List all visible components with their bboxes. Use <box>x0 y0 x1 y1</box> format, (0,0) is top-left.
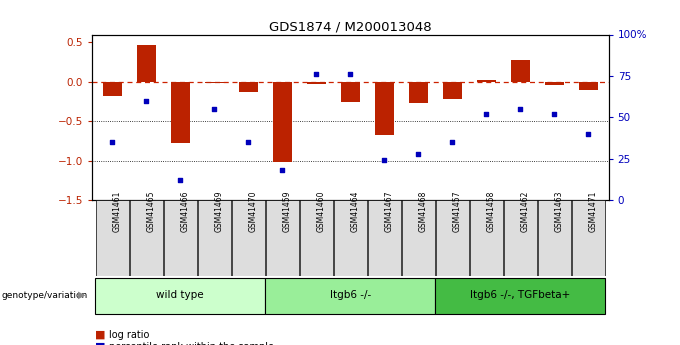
Text: GSM41458: GSM41458 <box>486 191 495 232</box>
FancyBboxPatch shape <box>504 200 537 276</box>
Text: percentile rank within the sample: percentile rank within the sample <box>109 342 274 345</box>
Text: ▶: ▶ <box>78 290 86 300</box>
Bar <box>477 80 496 82</box>
Text: GSM41460: GSM41460 <box>316 191 325 232</box>
Text: GSM41469: GSM41469 <box>214 191 223 232</box>
Text: GSM41457: GSM41457 <box>452 191 461 232</box>
Point <box>413 151 424 157</box>
FancyBboxPatch shape <box>436 200 469 276</box>
Text: GSM41464: GSM41464 <box>350 191 359 232</box>
Bar <box>545 82 564 85</box>
FancyBboxPatch shape <box>300 200 333 276</box>
FancyBboxPatch shape <box>96 200 129 276</box>
Text: GSM41467: GSM41467 <box>384 191 393 232</box>
Bar <box>409 82 428 103</box>
FancyBboxPatch shape <box>334 200 367 276</box>
FancyBboxPatch shape <box>164 200 197 276</box>
Text: GSM41471: GSM41471 <box>588 191 597 232</box>
Point <box>515 106 526 112</box>
Point <box>277 168 288 173</box>
FancyBboxPatch shape <box>95 278 265 314</box>
Text: Itgb6 -/-: Itgb6 -/- <box>330 290 371 300</box>
Text: wild type: wild type <box>156 290 204 300</box>
FancyBboxPatch shape <box>130 200 163 276</box>
Text: ■: ■ <box>95 330 105 339</box>
Bar <box>375 82 394 135</box>
Bar <box>205 82 224 83</box>
Point <box>345 71 356 77</box>
Text: GSM41459: GSM41459 <box>282 191 291 232</box>
Point <box>209 106 220 112</box>
Bar <box>341 82 360 101</box>
Bar <box>171 82 190 143</box>
FancyBboxPatch shape <box>368 200 401 276</box>
Point <box>243 139 254 145</box>
Bar <box>273 82 292 162</box>
Text: GSM41463: GSM41463 <box>554 191 563 232</box>
Point <box>107 139 118 145</box>
FancyBboxPatch shape <box>198 200 231 276</box>
Point <box>141 98 152 104</box>
Bar <box>443 82 462 99</box>
Text: GSM41461: GSM41461 <box>112 191 121 232</box>
FancyBboxPatch shape <box>232 200 265 276</box>
Point <box>175 177 186 183</box>
Bar <box>579 82 598 90</box>
FancyBboxPatch shape <box>265 278 435 314</box>
Text: genotype/variation: genotype/variation <box>1 291 88 300</box>
FancyBboxPatch shape <box>470 200 503 276</box>
Point <box>311 71 322 77</box>
Bar <box>239 82 258 92</box>
Title: GDS1874 / M200013048: GDS1874 / M200013048 <box>269 20 432 33</box>
Text: GSM41468: GSM41468 <box>418 191 427 232</box>
FancyBboxPatch shape <box>402 200 435 276</box>
Text: GSM41465: GSM41465 <box>146 191 155 232</box>
Point <box>379 158 390 163</box>
Text: GSM41470: GSM41470 <box>248 191 257 232</box>
Point <box>481 111 492 117</box>
Bar <box>103 82 122 96</box>
Bar <box>137 45 156 82</box>
FancyBboxPatch shape <box>572 200 605 276</box>
FancyBboxPatch shape <box>435 278 605 314</box>
Point <box>549 111 560 117</box>
Text: ■: ■ <box>95 342 105 345</box>
Text: log ratio: log ratio <box>109 330 149 339</box>
Text: GSM41466: GSM41466 <box>180 191 189 232</box>
Text: GSM41462: GSM41462 <box>520 191 529 232</box>
Text: Itgb6 -/-, TGFbeta+: Itgb6 -/-, TGFbeta+ <box>470 290 571 300</box>
Bar <box>511 60 530 82</box>
FancyBboxPatch shape <box>266 200 299 276</box>
Point <box>583 131 594 137</box>
Bar <box>307 82 326 84</box>
Point <box>447 139 458 145</box>
FancyBboxPatch shape <box>538 200 571 276</box>
